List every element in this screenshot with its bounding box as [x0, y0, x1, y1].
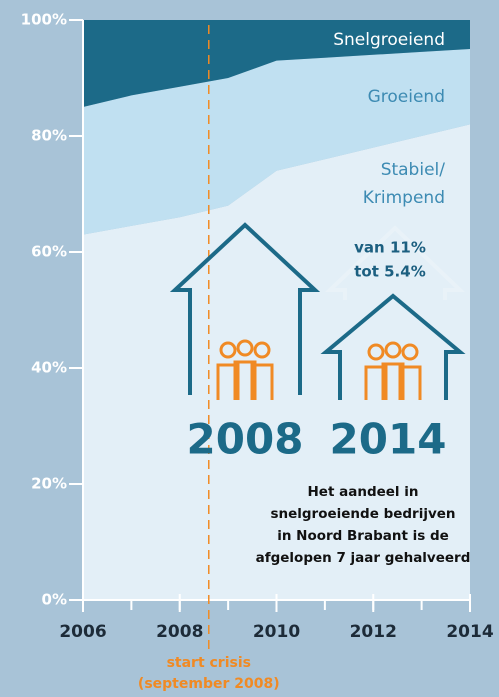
x-tick-label: 2006: [59, 622, 106, 642]
icons: [169, 222, 466, 400]
x-tick-label: 2008: [156, 622, 203, 642]
y-tick-label: 0%: [42, 591, 67, 609]
y-tick-label: 100%: [21, 11, 67, 29]
note: in Noord Brabant is de: [277, 528, 449, 544]
y-tick-label: 80%: [31, 127, 67, 145]
note: afgelopen 7 jaar gehalveerd: [256, 550, 471, 566]
legend-label-line: Stabiel/: [381, 160, 446, 180]
area: [83, 20, 470, 107]
crisis-label: (september 2008): [138, 676, 280, 692]
legend-label: Groeiend: [368, 87, 445, 107]
y-tick-label: 40%: [31, 359, 67, 377]
note: snelgroeiende bedrijven: [270, 506, 455, 522]
y-tick-label: 20%: [31, 475, 67, 493]
house-2014: [320, 293, 466, 400]
legend-label: Snelgroeiend: [333, 30, 445, 50]
change-label: van 11%: [354, 239, 426, 257]
area: [83, 124, 470, 601]
x-tick-label: 2012: [350, 622, 397, 642]
legend-label-line: Krimpend: [363, 188, 445, 208]
crisis-label: start crisis: [167, 655, 251, 671]
year-label: 2014: [330, 415, 447, 464]
x-tick-label: 2014: [446, 622, 493, 642]
areas: [83, 20, 470, 601]
y-tick-label: 60%: [31, 243, 67, 261]
house-2008: [169, 222, 321, 395]
area: [83, 49, 470, 235]
x-tick-label: 2010: [253, 622, 300, 642]
people-2014: [364, 341, 422, 400]
house-faded: [325, 225, 465, 300]
year-label: 2008: [187, 415, 304, 464]
change-label: tot 5.4%: [354, 263, 425, 281]
legend-label: Stabiel/Krimpend: [363, 160, 446, 208]
note: Het aandeel in: [308, 484, 419, 500]
people-2008: [216, 339, 274, 400]
